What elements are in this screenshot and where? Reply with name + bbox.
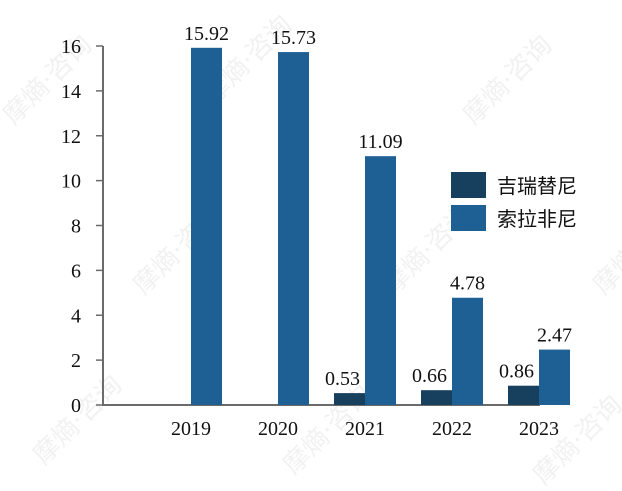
axes: 0 2 4 6 8 10 12 14 16 2019 2020 2021 2022 2023 bbox=[61, 36, 559, 440]
bars: 15.92 15.73 0.53 11.09 0.66 4.78 0.862.47 bbox=[184, 23, 572, 406]
y-tick-label: 8 bbox=[71, 216, 81, 238]
bar-sorafenib-2021 bbox=[365, 156, 396, 405]
bar-gilteritinib-2023 bbox=[508, 385, 539, 405]
bar-sorafenib-2019 bbox=[191, 47, 222, 406]
bar-gilteritinib-2021 bbox=[334, 393, 365, 405]
legend-label: 吉瑞替尼 bbox=[497, 174, 577, 198]
data-label: 15.73 bbox=[271, 27, 316, 49]
bar-sorafenib-2023 bbox=[539, 349, 570, 405]
x-tick-label: 2021 bbox=[345, 418, 385, 440]
y-tick-label: 0 bbox=[71, 395, 81, 417]
data-label: 4.78 bbox=[450, 273, 485, 295]
y-tick-label: 16 bbox=[61, 36, 81, 58]
y-tick-label: 14 bbox=[61, 81, 81, 103]
data-label: 0.53 bbox=[325, 368, 360, 390]
legend-label: 索拉非尼 bbox=[497, 207, 577, 231]
data-label: 15.92 bbox=[184, 23, 229, 45]
x-tick-label: 2020 bbox=[258, 418, 298, 440]
y-tick-label: 2 bbox=[71, 350, 81, 372]
data-label: 0.66 bbox=[412, 365, 447, 387]
y-tick-label: 10 bbox=[61, 171, 81, 193]
legend-swatch bbox=[451, 172, 486, 198]
bar-sorafenib-2022 bbox=[452, 297, 483, 405]
bar-gilteritinib-2022 bbox=[421, 390, 452, 405]
data-label: 0.86 bbox=[499, 361, 534, 383]
legend-swatch bbox=[451, 205, 486, 231]
x-tick-label: 2023 bbox=[519, 418, 559, 440]
x-tick-label: 2022 bbox=[432, 418, 472, 440]
data-label: 11.09 bbox=[358, 131, 402, 153]
data-label: 2.47 bbox=[537, 325, 572, 347]
y-tick-label: 12 bbox=[61, 126, 81, 148]
y-tick-label: 6 bbox=[71, 260, 81, 282]
y-tick-label: 4 bbox=[71, 305, 81, 327]
bar-sorafenib-2020 bbox=[278, 52, 309, 405]
x-tick-label: 2019 bbox=[171, 418, 211, 440]
